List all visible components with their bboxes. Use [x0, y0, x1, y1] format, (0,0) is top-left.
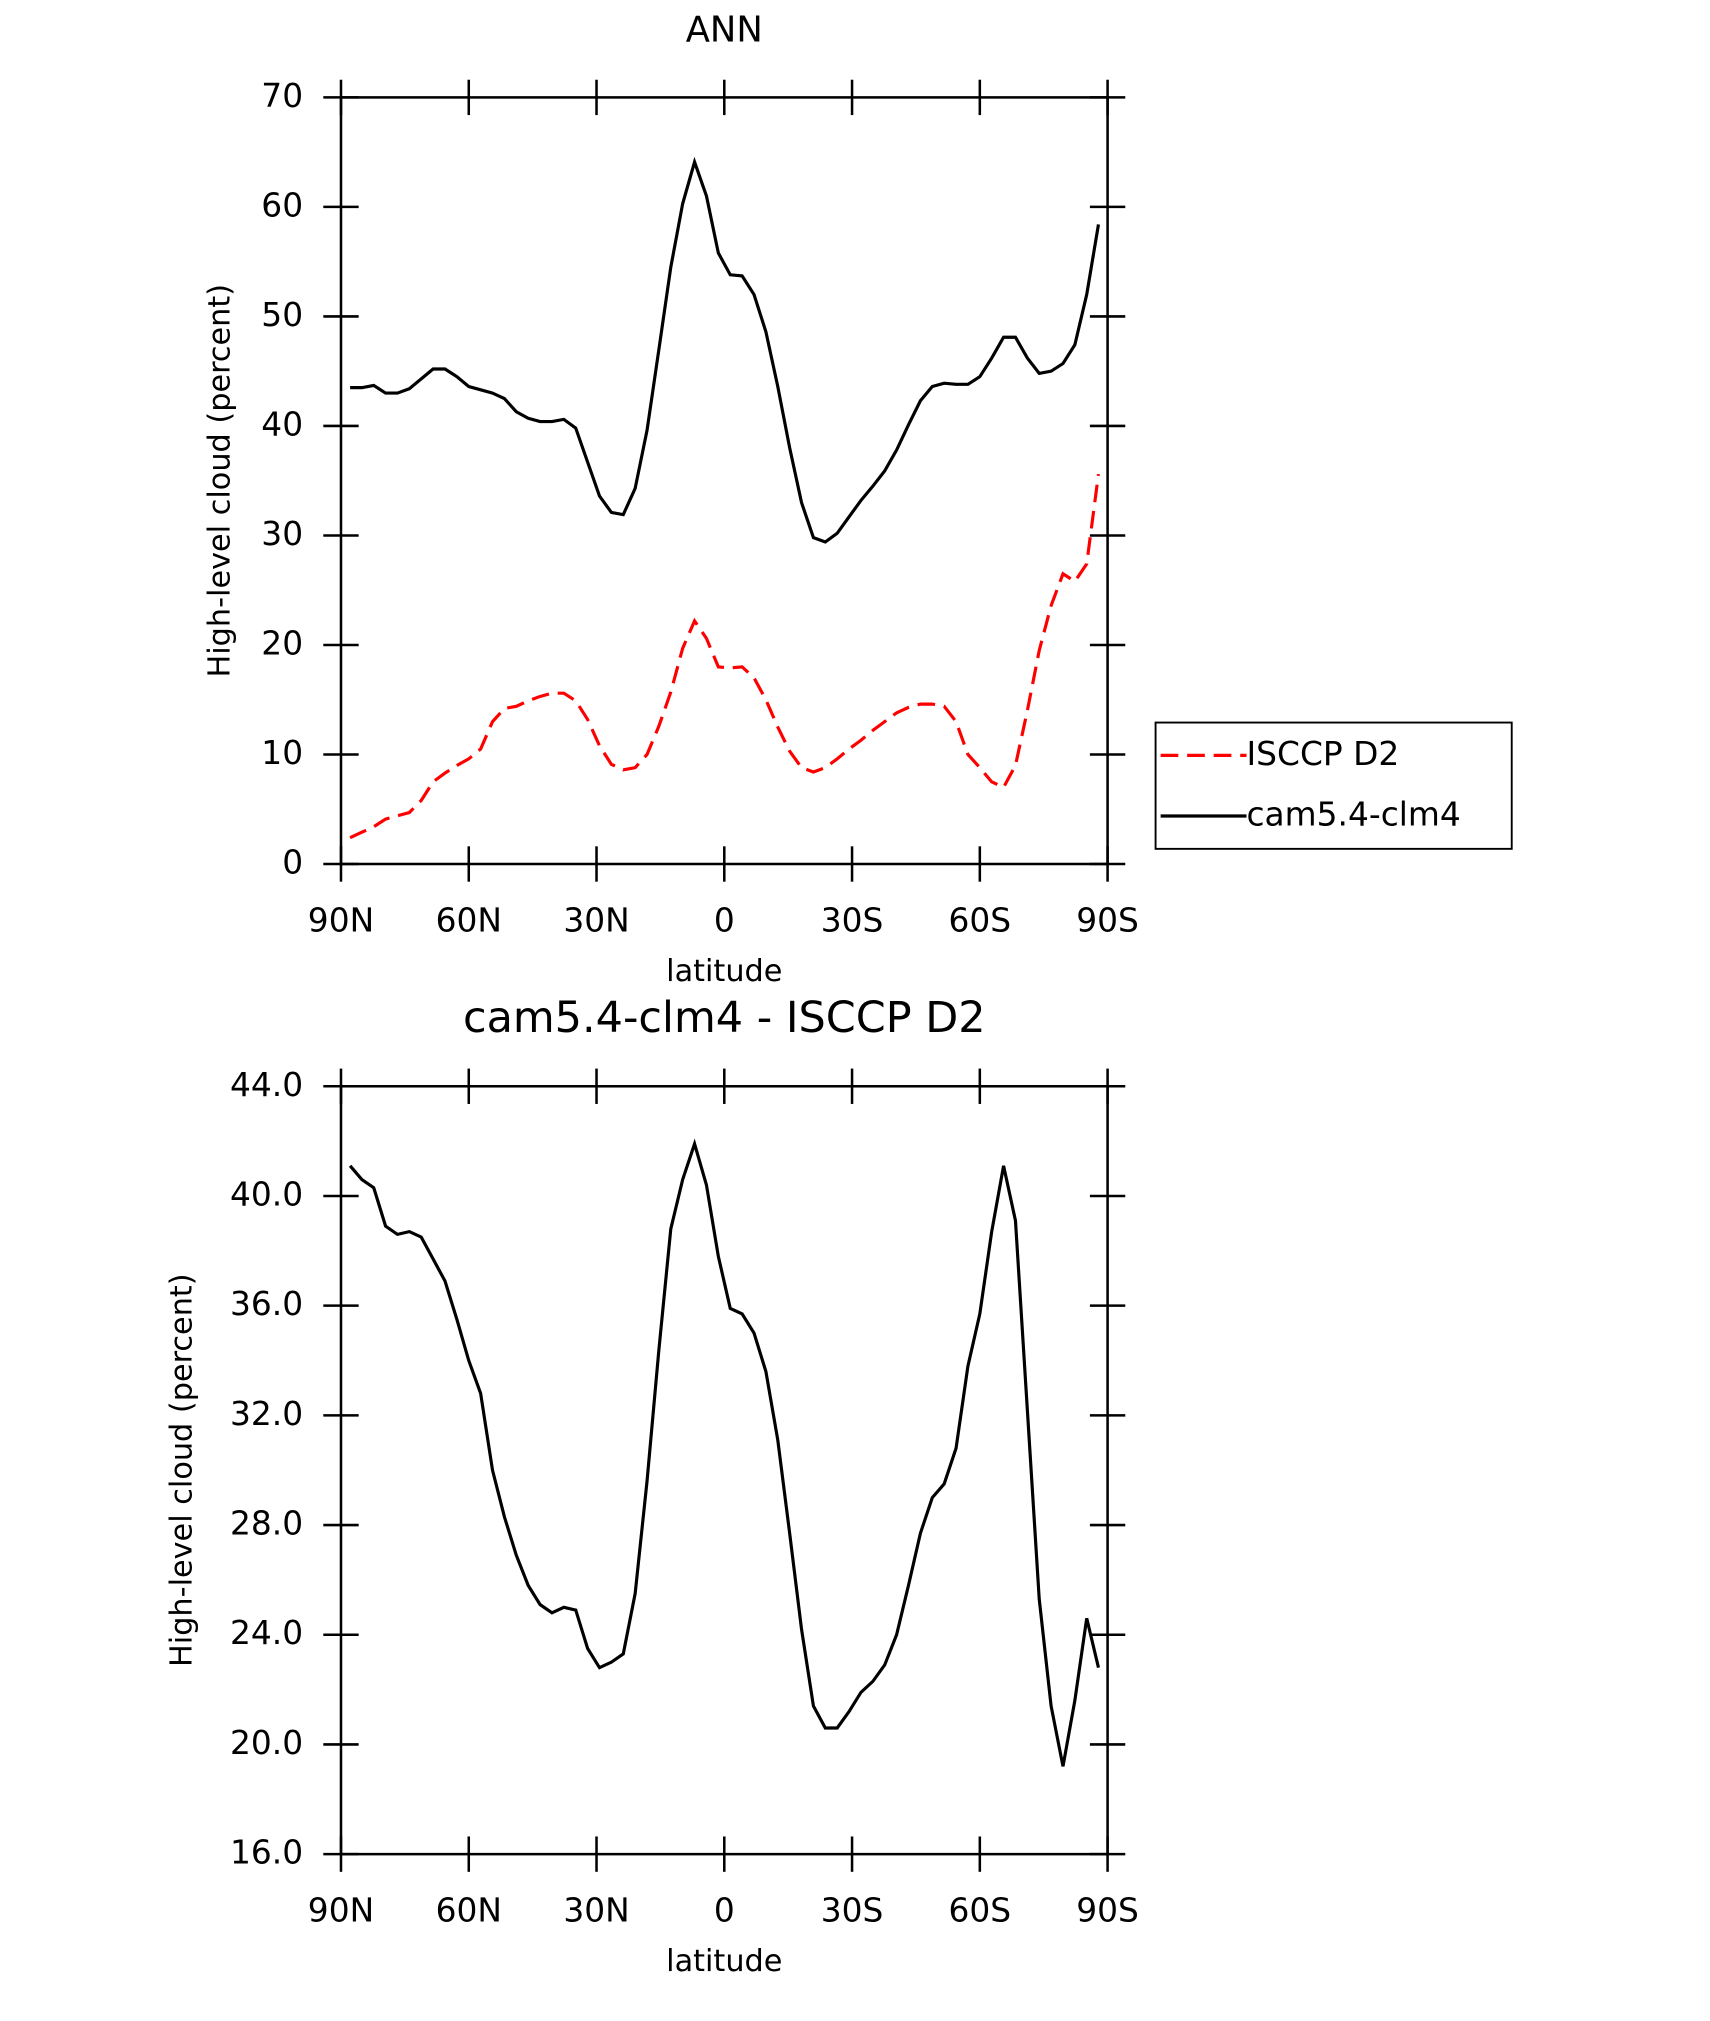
y-tick-label: 70	[261, 77, 303, 115]
y-tick-label: 50	[261, 296, 303, 334]
y-tick-label: 10	[261, 734, 303, 772]
y-tick-label: 30	[261, 515, 303, 553]
legend-label: ISCCP D2	[1247, 735, 1400, 773]
x-tick-label: 90N	[308, 902, 374, 940]
x-tick-label: 30N	[563, 1892, 629, 1930]
y-tick-label: 20	[261, 624, 303, 662]
x-tick-label: 60S	[949, 902, 1012, 940]
data-line	[348, 1138, 1101, 1767]
data-line	[349, 473, 1101, 840]
chart-title: ANN	[686, 10, 763, 51]
x-tick-label: 90N	[308, 1892, 374, 1930]
x-tick-label: 30N	[563, 902, 629, 940]
plot-frame	[339, 1085, 1109, 1856]
legend-box	[1154, 721, 1513, 850]
y-axis-label: High-level cloud (percent)	[203, 284, 238, 678]
y-axis-label: High-level cloud (percent)	[165, 1273, 200, 1667]
plot-frame	[339, 96, 1109, 866]
x-tick-label: 0	[714, 902, 735, 940]
y-tick-label: 32.0	[230, 1395, 303, 1433]
x-tick-label: 60N	[436, 902, 502, 940]
data-line	[350, 156, 1101, 544]
y-tick-label: 28.0	[230, 1505, 303, 1543]
x-axis-label: latitude	[666, 1944, 782, 1979]
x-tick-label: 30S	[821, 1892, 884, 1930]
y-tick-label: 60	[261, 186, 303, 224]
x-tick-label: 60S	[949, 1892, 1012, 1930]
x-tick-label: 60N	[436, 1892, 502, 1930]
x-tick-label: 90S	[1076, 902, 1139, 940]
y-tick-label: 20.0	[230, 1724, 303, 1762]
y-tick-label: 16.0	[230, 1834, 303, 1872]
chart-title: cam5.4-clm4 - ISCCP D2	[463, 993, 986, 1043]
x-axis-label: latitude	[666, 954, 782, 989]
x-tick-label: 30S	[821, 902, 884, 940]
y-tick-label: 24.0	[230, 1614, 303, 1652]
x-tick-label: 90S	[1076, 1892, 1139, 1930]
y-tick-label: 40.0	[230, 1175, 303, 1213]
y-tick-label: 40	[261, 405, 303, 443]
y-tick-label: 0	[282, 844, 303, 882]
y-tick-label: 44.0	[230, 1066, 303, 1104]
y-tick-label: 36.0	[230, 1285, 303, 1323]
x-tick-label: 0	[714, 1892, 735, 1930]
legend-label: cam5.4-clm4	[1247, 796, 1461, 834]
